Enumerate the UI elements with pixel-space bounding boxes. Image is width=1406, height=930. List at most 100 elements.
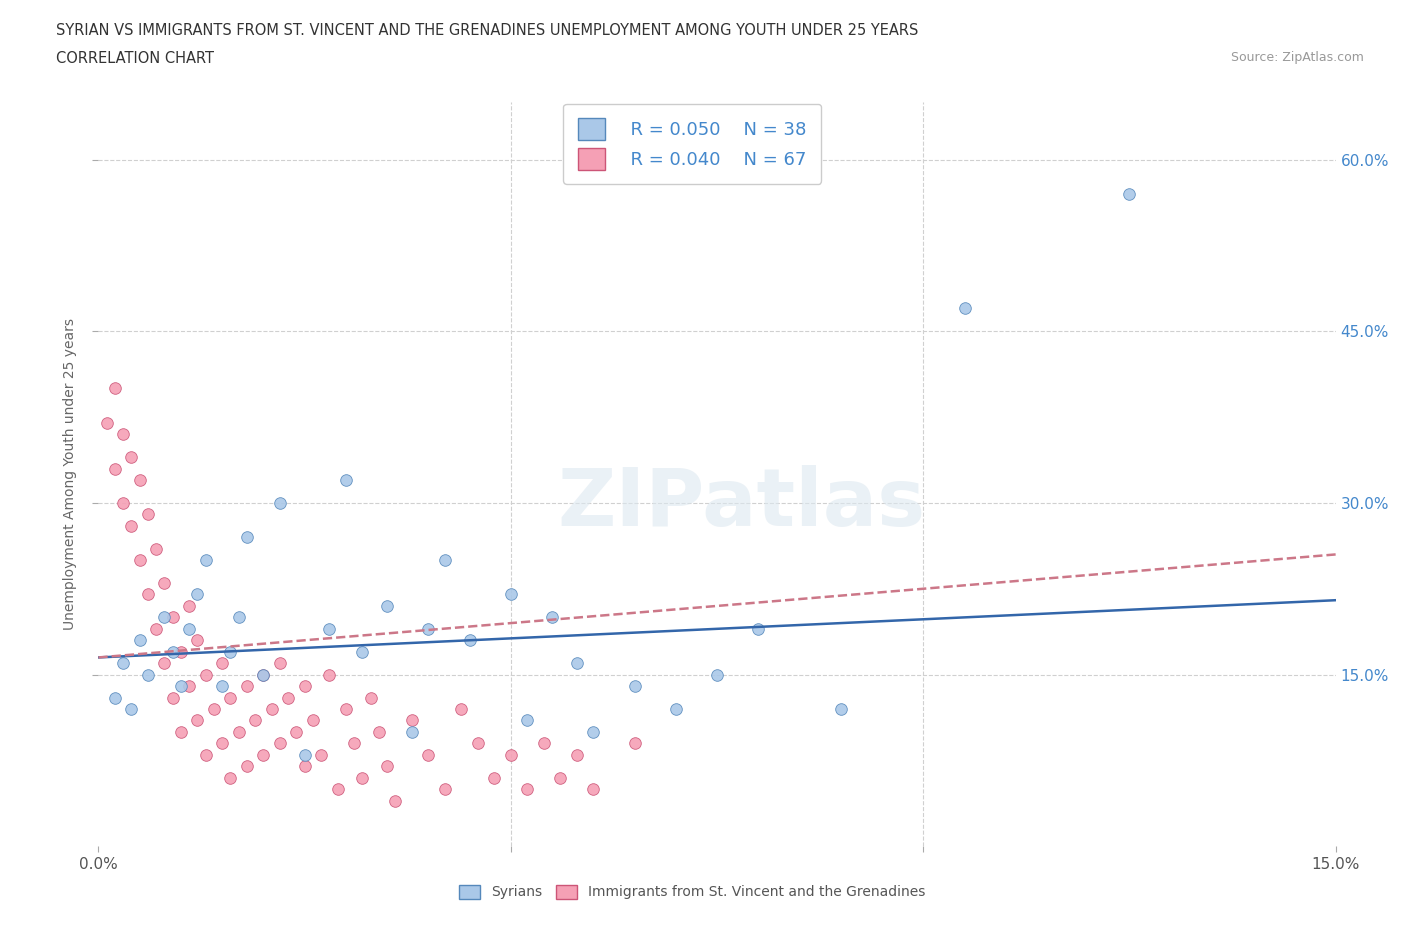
Legend: Syrians, Immigrants from St. Vincent and the Grenadines: Syrians, Immigrants from St. Vincent and… [453, 878, 932, 907]
Point [186, 587, 208, 602]
Point [467, 736, 489, 751]
Point [352, 770, 374, 785]
Point [128, 552, 150, 567]
Point [252, 667, 274, 682]
Point [541, 610, 564, 625]
Point [186, 632, 208, 647]
Point [335, 701, 357, 716]
Point [433, 781, 456, 796]
Point [623, 736, 645, 751]
Point [228, 724, 250, 739]
Point [550, 770, 572, 785]
Point [211, 656, 233, 671]
Point [499, 748, 522, 763]
Point [277, 690, 299, 705]
Point [104, 461, 127, 476]
Point [294, 759, 316, 774]
Point [360, 690, 382, 705]
Point [112, 427, 135, 442]
Point [335, 472, 357, 487]
Point [136, 507, 159, 522]
Point [582, 724, 605, 739]
Point [162, 610, 184, 625]
Point [136, 667, 159, 682]
Point [162, 690, 184, 705]
Point [112, 656, 135, 671]
Y-axis label: Unemployment Among Youth under 25 years: Unemployment Among Youth under 25 years [63, 318, 77, 631]
Point [179, 599, 201, 614]
Point [384, 793, 406, 808]
Point [418, 748, 440, 763]
Point [120, 518, 142, 533]
Point [128, 632, 150, 647]
Point [516, 781, 538, 796]
Point [179, 621, 201, 636]
Point [352, 644, 374, 659]
Point [953, 301, 976, 316]
Point [450, 701, 472, 716]
Point [252, 748, 274, 763]
Point [194, 748, 217, 763]
Point [145, 621, 167, 636]
Point [269, 736, 291, 751]
Point [294, 748, 316, 763]
Point [120, 450, 142, 465]
Point [706, 667, 728, 682]
Point [252, 667, 274, 682]
Point [236, 530, 259, 545]
Point [170, 724, 193, 739]
Point [285, 724, 308, 739]
Point [202, 701, 225, 716]
Point [665, 701, 688, 716]
Point [211, 679, 233, 694]
Point [162, 644, 184, 659]
Point [747, 621, 769, 636]
Point [318, 667, 340, 682]
Point [236, 759, 259, 774]
Point [309, 748, 332, 763]
Point [260, 701, 283, 716]
Point [326, 781, 349, 796]
Point [343, 736, 366, 751]
Point [219, 644, 242, 659]
Point [104, 381, 127, 396]
Point [153, 610, 176, 625]
Point [170, 679, 193, 694]
Point [194, 552, 217, 567]
Point [582, 781, 605, 796]
Point [153, 656, 176, 671]
Point [367, 724, 389, 739]
Point [302, 713, 325, 728]
Point [499, 587, 522, 602]
Point [418, 621, 440, 636]
Point [128, 472, 150, 487]
Point [269, 496, 291, 511]
Point [236, 679, 259, 694]
Point [1118, 186, 1140, 201]
Point [484, 770, 506, 785]
Point [375, 599, 398, 614]
Point [294, 679, 316, 694]
Point [96, 416, 118, 431]
Point [186, 713, 208, 728]
Point [433, 552, 456, 567]
Point [228, 610, 250, 625]
Point [136, 587, 159, 602]
Point [194, 667, 217, 682]
Point [112, 496, 135, 511]
Point [533, 736, 555, 751]
Point [269, 656, 291, 671]
Point [219, 690, 242, 705]
Point [145, 541, 167, 556]
Point [179, 679, 201, 694]
Point [401, 713, 423, 728]
Point [375, 759, 398, 774]
Point [458, 632, 481, 647]
Point [565, 748, 588, 763]
Point [623, 679, 645, 694]
Text: CORRELATION CHART: CORRELATION CHART [56, 51, 214, 66]
Text: SYRIAN VS IMMIGRANTS FROM ST. VINCENT AND THE GRENADINES UNEMPLOYMENT AMONG YOUT: SYRIAN VS IMMIGRANTS FROM ST. VINCENT AN… [56, 23, 918, 38]
Text: ZIPatlas: ZIPatlas [558, 465, 927, 543]
Point [153, 576, 176, 591]
Point [104, 690, 127, 705]
